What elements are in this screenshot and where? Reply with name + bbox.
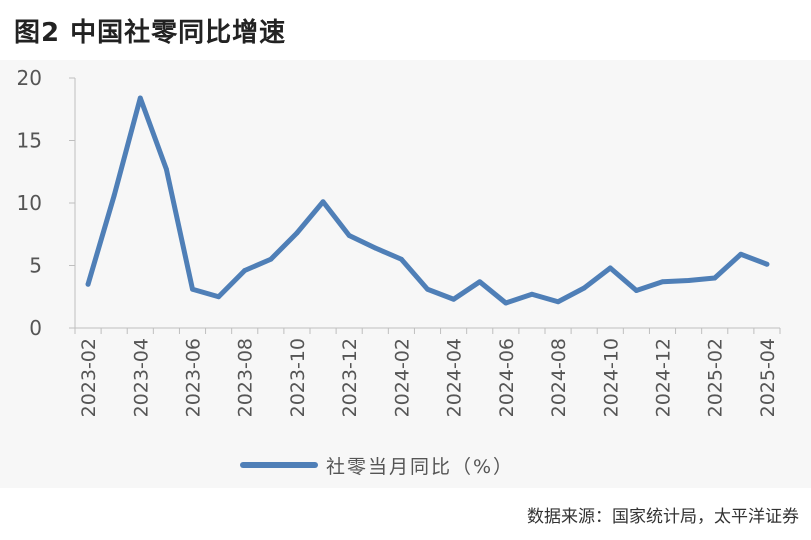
x-tick-label: 2024-02 — [391, 338, 413, 417]
data-point — [346, 233, 352, 238]
data-point — [137, 95, 143, 101]
data-point — [633, 288, 639, 293]
data-point — [738, 251, 744, 257]
data-point — [242, 268, 248, 273]
data-point — [607, 265, 613, 271]
x-tick-label: 2024-04 — [444, 338, 466, 417]
series-line — [85, 95, 770, 306]
figure-title: 图2 中国社零同比增速 — [14, 18, 287, 48]
data-point — [190, 286, 195, 292]
data-point — [477, 279, 483, 285]
data-point — [425, 286, 430, 292]
y-tick-label: 0 — [29, 316, 42, 340]
x-tick-label: 2024-06 — [496, 338, 518, 417]
x-tick-label: 2025-04 — [757, 338, 779, 417]
data-point — [268, 256, 274, 262]
data-point — [163, 166, 169, 172]
x-tick-label: 2025-02 — [705, 338, 727, 417]
data-point — [555, 299, 561, 305]
line-chart: 0 5 10 15 20 2023-02 2023-04 2023-06 2023-08 2023… — [17, 66, 781, 417]
x-tick-label: 2024-12 — [653, 338, 675, 417]
x-tick-label: 2023-08 — [235, 338, 257, 417]
x-tick-label: 2024-08 — [548, 338, 570, 417]
plot-panel: 0 5 10 15 20 2023-02 2023-04 2023-06 2023-08 2023… — [0, 60, 811, 488]
legend-label: 社零当月同比（%） — [326, 455, 515, 478]
data-point — [581, 285, 587, 291]
x-tick-label: 2023-04 — [130, 338, 152, 417]
legend-swatch — [240, 462, 318, 468]
x-tick-label: 2023-12 — [339, 338, 361, 417]
data-point — [85, 281, 91, 287]
data-point — [451, 296, 457, 302]
data-point — [529, 291, 535, 297]
y-tick-label: 10 — [17, 191, 42, 215]
data-point — [216, 294, 222, 300]
y-tick-label: 20 — [17, 66, 42, 90]
data-point — [320, 199, 326, 205]
data-point — [111, 193, 117, 198]
data-point — [764, 261, 770, 267]
data-point — [686, 278, 692, 283]
data-point — [398, 256, 404, 262]
data-point — [660, 279, 665, 285]
data-point — [294, 230, 300, 236]
data-point — [372, 245, 378, 251]
x-tick-label: 2024-10 — [600, 338, 622, 417]
data-point — [503, 300, 509, 306]
legend: 社零当月同比（%） — [240, 450, 514, 480]
source-note: 数据来源：国家统计局，太平洋证券 — [527, 507, 799, 527]
data-point — [712, 275, 718, 281]
x-tick-label: 2023-06 — [183, 338, 205, 417]
x-tick-label: 2023-10 — [287, 338, 309, 417]
y-tick-label: 5 — [29, 254, 42, 278]
y-tick-label: 15 — [17, 129, 42, 153]
x-tick-label: 2023-02 — [78, 338, 100, 417]
